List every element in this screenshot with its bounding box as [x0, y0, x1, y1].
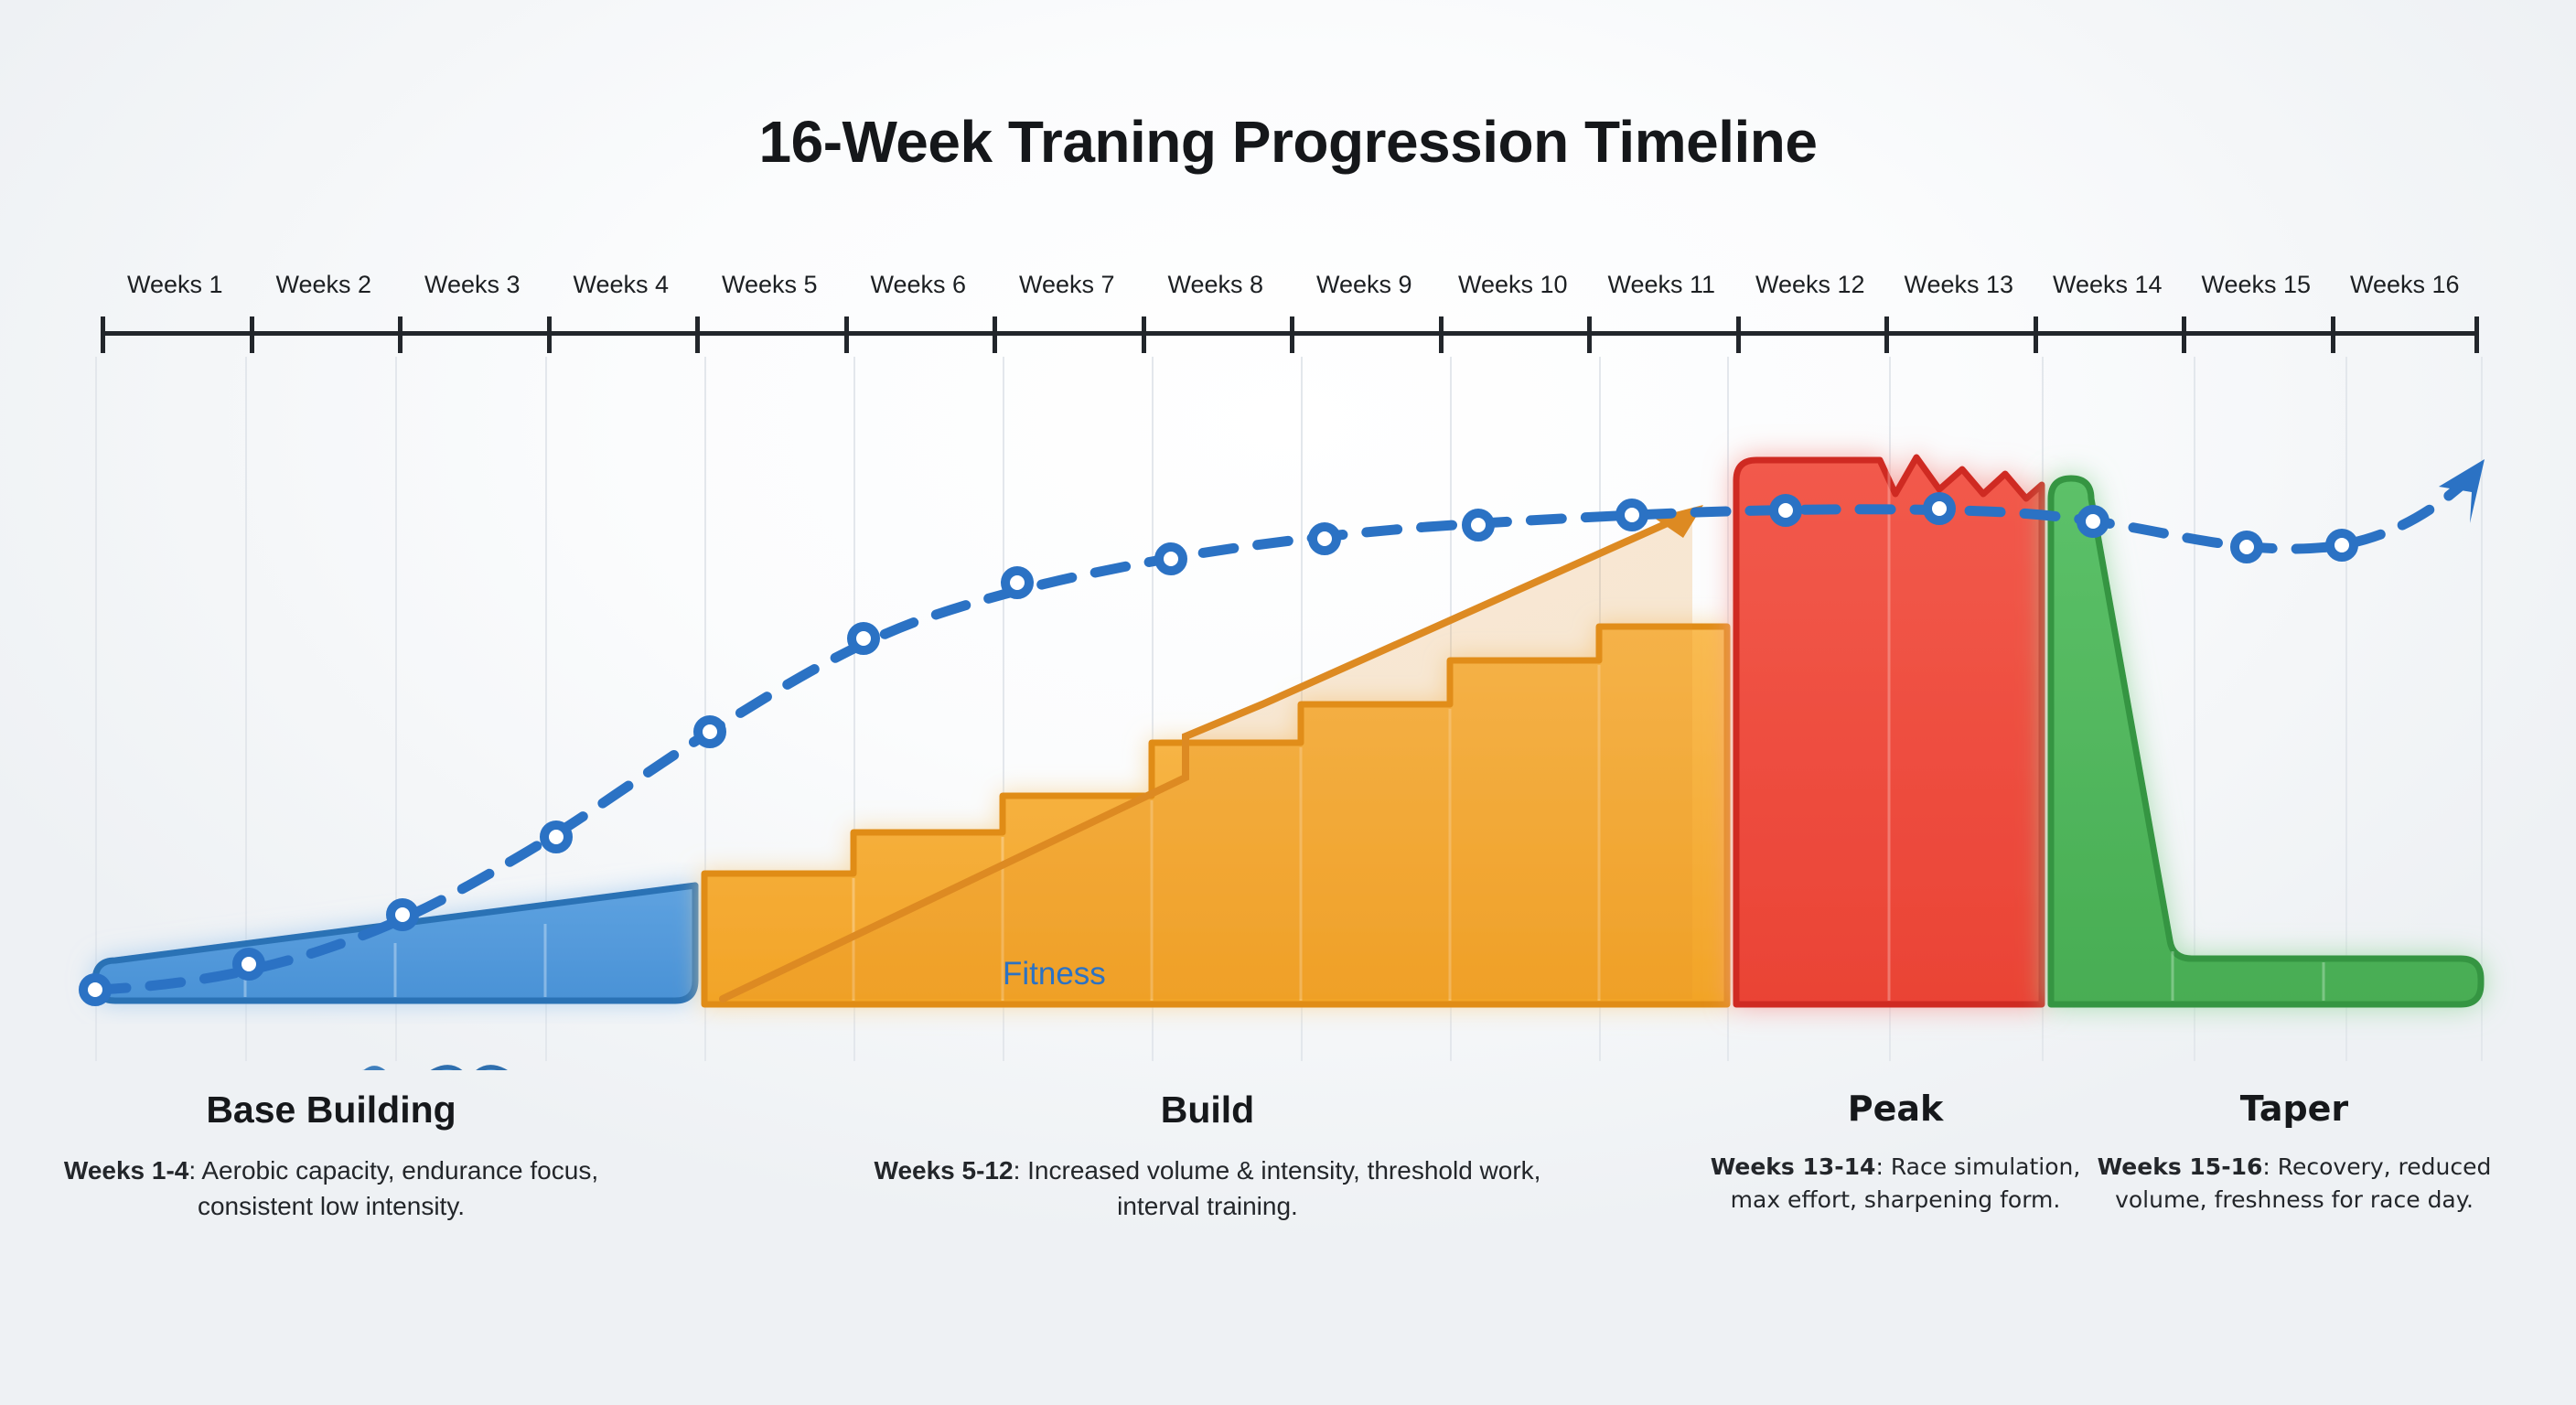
phase-description-peak: Weeks 13-14: Race simulation, max effort…: [1703, 1151, 2088, 1216]
phase-title-build: Build: [1160, 1089, 1255, 1131]
phase-area-peak: [1733, 454, 2045, 1008]
phase-weeks-base-building: Weeks 1-4: [63, 1156, 189, 1185]
week-label-1: Weeks 1: [126, 271, 223, 298]
phase-caption-build: Build Weeks 5-12: Increased volume & int…: [869, 1089, 1546, 1224]
heart-pulse-icon: [430, 1065, 508, 1070]
phase-captions: Base Building Weeks 1-4: Aerobic capacit…: [0, 1089, 2576, 1317]
week-label-14: Weeks 14: [2052, 271, 2163, 298]
week-label-3: Weeks 3: [424, 271, 521, 298]
gridline-16: [2481, 357, 2483, 1061]
week-label-16: Weeks 16: [2349, 271, 2460, 298]
phase-weeks-taper: Weeks 15-16: [2097, 1153, 2263, 1180]
phase-description-build: Weeks 5-12: Increased volume & intensity…: [869, 1153, 1546, 1224]
phase-caption-peak: Peak Weeks 13-14: Race simulation, max e…: [1703, 1089, 2088, 1216]
chart-graphics: FINISH: [79, 454, 2485, 1070]
axis-line: [101, 331, 2479, 336]
week-label-15: Weeks 15: [2201, 271, 2312, 298]
gridline-6: [1003, 357, 1004, 1061]
page-title: 16-Week Traning Progression Timeline: [758, 109, 1818, 175]
week-label-9: Weeks 9: [1315, 271, 1412, 298]
phase-title-peak: Peak: [1847, 1089, 1944, 1129]
gridline-1: [245, 357, 247, 1061]
phase-description-base-building: Weeks 1-4: Aerobic capacity, endurance f…: [57, 1153, 606, 1224]
gridline-2: [395, 357, 397, 1061]
taper-phase-dividers: [2171, 951, 2325, 1001]
gridline-5: [853, 357, 855, 1061]
gridline-14: [2194, 357, 2195, 1061]
week-label-7: Weeks 7: [1018, 271, 1115, 298]
build-progression-arrow: [719, 505, 1703, 1003]
gridline-4: [704, 357, 706, 1061]
gridline-15: [2345, 357, 2347, 1061]
week-label-2: Weeks 2: [275, 271, 372, 298]
phase-caption-base-building: Base Building Weeks 1-4: Aerobic capacit…: [57, 1089, 606, 1224]
week-label-row: Weeks 1 Weeks 2 Weeks 3 Weeks 4 Weeks 5 Weeks…: [101, 271, 2479, 311]
base-icon-group: [361, 1065, 508, 1070]
fitness-curve: [90, 459, 2485, 995]
week-label-11: Weeks 11: [1607, 271, 1716, 298]
phase-detail-peak: : Race simulation, max effort, sharpenin…: [1730, 1153, 2081, 1213]
phase-area-taper: [2047, 475, 2485, 1008]
cyclist-body-icon: [361, 1066, 386, 1070]
phase-weeks-build: Weeks 5-12: [874, 1156, 1014, 1185]
week-label-4: Weeks 4: [573, 271, 670, 298]
phase-area-build: [701, 623, 1731, 1008]
week-axis: Weeks 1 Weeks 2 Weeks 3 Weeks 4 Weeks 5 Weeks…: [101, 271, 2479, 353]
phase-title-taper: Taper: [2239, 1089, 2349, 1129]
week-label-5: Weeks 5: [721, 271, 818, 298]
week-label-12: Weeks 12: [1755, 271, 1865, 298]
phase-title-base-building: Base Building: [206, 1089, 456, 1131]
fitness-series-label: Fitness: [1003, 956, 1106, 992]
week-label-6: Weeks 6: [870, 271, 967, 298]
week-label-13: Weeks 13: [1904, 271, 2014, 298]
phase-detail-taper: : Recovery, reduced volume, freshness fo…: [2115, 1153, 2492, 1213]
phase-detail-base-building: : Aerobic capacity, endurance focus, con…: [188, 1156, 599, 1220]
phase-caption-taper: Taper Weeks 15-16: Recovery, reduced vol…: [2093, 1089, 2496, 1216]
week-label-8: Weeks 8: [1167, 271, 1264, 298]
week-label-10: Weeks 10: [1457, 271, 1568, 298]
gridline-3: [545, 357, 547, 1061]
gridline-0: [95, 357, 97, 1061]
gridline-7: [1152, 357, 1154, 1061]
phase-detail-build: : Increased volume & intensity, threshol…: [1013, 1156, 1541, 1220]
fitness-curve-markers: [79, 492, 2358, 1006]
phase-description-taper: Weeks 15-16: Recovery, reduced volume, f…: [2093, 1151, 2496, 1216]
chart-plot-area: FINISH: [0, 357, 2576, 1070]
phase-weeks-peak: Weeks 13-14: [1710, 1153, 1876, 1180]
